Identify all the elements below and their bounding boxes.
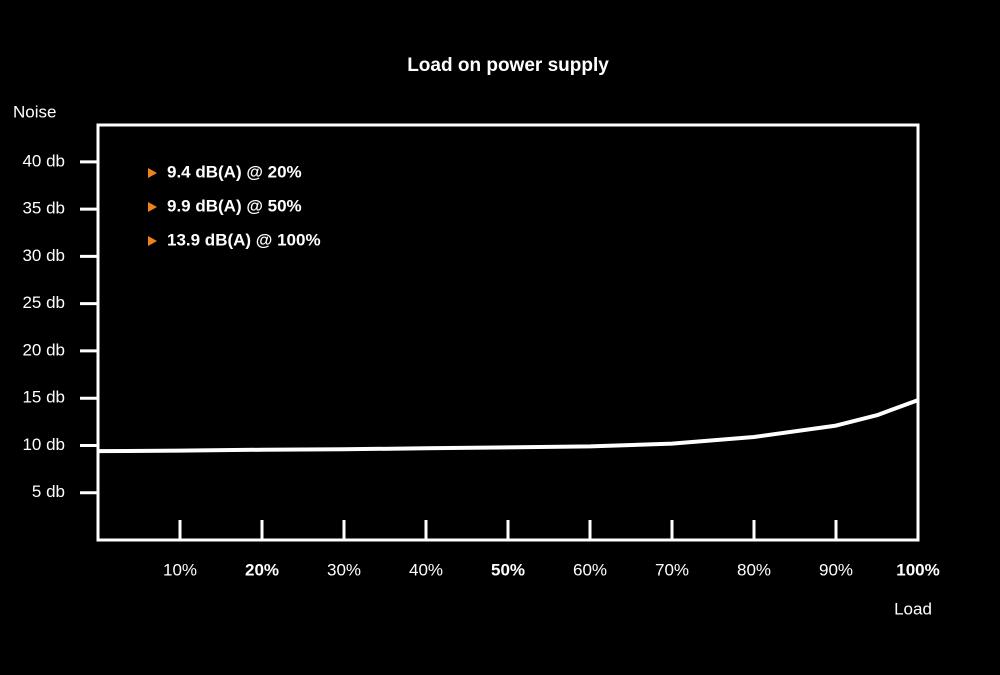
annotation: 13.9 dB(A) @ 100% [167,230,321,249]
y-axis-label: Noise [13,102,56,121]
x-tick-label: 50% [491,560,525,579]
y-tick-label: 5 db [32,482,65,501]
y-tick-label: 10 db [22,435,65,454]
x-tick-label: 70% [655,560,689,579]
chart-title: Load on power supply [407,55,609,76]
x-tick-label: 40% [409,560,443,579]
annotation: 9.9 dB(A) @ 50% [167,196,302,215]
y-tick-label: 20 db [22,340,65,359]
x-tick-label: 10% [163,560,197,579]
x-tick-label: 80% [737,560,771,579]
x-tick-label: 30% [327,560,361,579]
x-axis-label: Load [894,599,932,618]
annotation-marker [148,202,157,212]
x-tick-label: 100% [896,560,939,579]
y-tick-label: 15 db [22,388,65,407]
y-tick-label: 35 db [22,199,65,218]
annotation-marker [148,236,157,246]
x-tick-label: 90% [819,560,853,579]
y-tick-label: 25 db [22,293,65,312]
y-tick-label: 40 db [22,151,65,170]
x-tick-label: 60% [573,560,607,579]
annotation-marker [148,168,157,178]
data-line [97,398,919,454]
annotation: 9.4 dB(A) @ 20% [167,162,302,181]
y-tick-label: 30 db [22,246,65,265]
x-tick-label: 20% [245,560,279,579]
